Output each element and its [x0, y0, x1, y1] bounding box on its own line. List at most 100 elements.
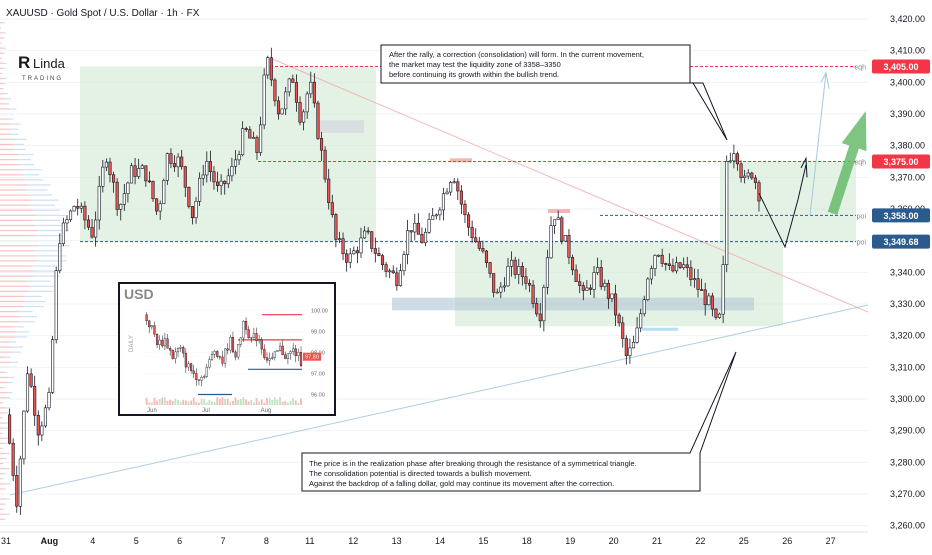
volume-bar: [0, 83, 3, 84]
volume-bar: [3, 519, 5, 520]
volume-bar: [0, 235, 35, 236]
inset-candle-body: [175, 352, 177, 359]
candle-body: [33, 386, 36, 415]
candle-body: [227, 176, 230, 184]
candle-body: [564, 235, 567, 241]
inset-candle-body: [177, 348, 179, 352]
volume-bar: [6, 357, 11, 358]
volume-bar: [10, 362, 18, 363]
inset-volume-bar: [156, 401, 158, 405]
inset-volume-bar: [211, 402, 213, 405]
candle-body: [561, 218, 564, 241]
volume-bar: [11, 124, 20, 125]
candle-body: [747, 173, 750, 176]
candle-body: [152, 181, 155, 199]
candle-body: [44, 408, 47, 426]
price-tick-label: 3,400.00: [890, 77, 925, 87]
volume-bar: [7, 392, 13, 393]
candle-body: [37, 415, 40, 435]
price-tick-label: 3,260.00: [890, 521, 925, 531]
volume-bar: [0, 144, 13, 145]
candle-body: [378, 253, 381, 255]
candle-body: [639, 314, 642, 328]
time-tick-label: 13: [392, 536, 402, 546]
time-tick-label: 8: [264, 536, 269, 546]
candle-body: [668, 264, 671, 266]
volume-bar: [35, 235, 63, 236]
candle-body: [385, 265, 388, 272]
candle-body: [460, 191, 463, 204]
volume-bar: [0, 428, 4, 429]
candle-body: [288, 79, 291, 92]
bottom-note-line-1: The price is in the realization phase af…: [309, 459, 637, 468]
inset-volume-bar: [292, 398, 294, 405]
volume-bar: [0, 118, 7, 119]
candle-body: [177, 157, 180, 167]
candle-body: [274, 80, 277, 101]
candle-body: [482, 248, 485, 251]
volume-bar: [0, 422, 6, 423]
inset-volume-bar: [263, 403, 265, 405]
candle-body: [682, 265, 685, 268]
inset-candle-body: [258, 340, 260, 341]
volume-bar: [0, 519, 3, 520]
candle-body: [446, 192, 449, 194]
volume-bar: [0, 174, 22, 175]
candle-body: [399, 271, 402, 286]
candle-body: [715, 309, 718, 317]
inset-volume-bar: [271, 400, 273, 405]
volume-bar: [0, 220, 33, 221]
candle-body: [449, 182, 452, 192]
candle-body: [457, 182, 460, 191]
level-tag: eqh: [854, 160, 866, 167]
candle-body: [424, 232, 427, 243]
volume-bar: [37, 260, 67, 261]
inset-volume-bar: [198, 403, 200, 405]
volume-bar: [14, 149, 26, 150]
volume-bar: [2, 448, 3, 449]
logo-text: Linda: [33, 56, 66, 71]
candle-body: [693, 279, 696, 280]
price-tick-label: 3,270.00: [890, 489, 925, 499]
price-tick-label: 3,340.00: [890, 267, 925, 277]
volume-bar: [0, 412, 5, 413]
inset-candle-body: [227, 349, 229, 350]
volume-bar: [0, 311, 18, 312]
top-note-line-1: After the rally, a correction (consolida…: [389, 50, 644, 59]
candle-body: [16, 475, 19, 506]
inset-candle-body: [148, 321, 150, 327]
candle-body: [356, 251, 359, 253]
candle-body: [557, 218, 560, 220]
volume-bar: [0, 169, 23, 170]
inset-volume-bar: [209, 400, 211, 405]
inset-candle-body: [206, 367, 208, 376]
candle-body: [338, 239, 341, 240]
inset-candle-body: [156, 334, 158, 344]
price-level-value: 3,405.00: [883, 62, 918, 72]
volume-bar: [0, 245, 38, 246]
logo-sub: TRADING: [22, 76, 63, 82]
candle-body: [302, 112, 305, 122]
bottom-note-line-3: Against the backdrop of a falling dollar…: [309, 479, 614, 488]
candle-body: [188, 187, 191, 206]
candle-body: [335, 215, 338, 240]
volume-bar: [26, 189, 47, 190]
candle-body: [711, 296, 714, 309]
volume-bar: [5, 93, 9, 94]
volume-bar: [18, 311, 33, 312]
price-tick-label: 3,420.00: [890, 14, 925, 24]
candle-body: [195, 201, 198, 217]
price-axis[interactable]: 3,260.003,270.003,280.003,290.003,300.00…: [868, 0, 932, 550]
inset-volume-bar: [253, 403, 255, 405]
candle-body: [697, 279, 700, 290]
volume-bar: [0, 488, 3, 489]
inset-volume-bar: [284, 401, 286, 405]
price-tick-label: 3,310.00: [890, 362, 925, 372]
candle-body: [166, 154, 169, 181]
volume-bar: [3, 37, 5, 38]
volume-bar: [2, 88, 4, 89]
inset-volume-bar: [201, 398, 203, 405]
inset-candle-body: [180, 347, 182, 348]
